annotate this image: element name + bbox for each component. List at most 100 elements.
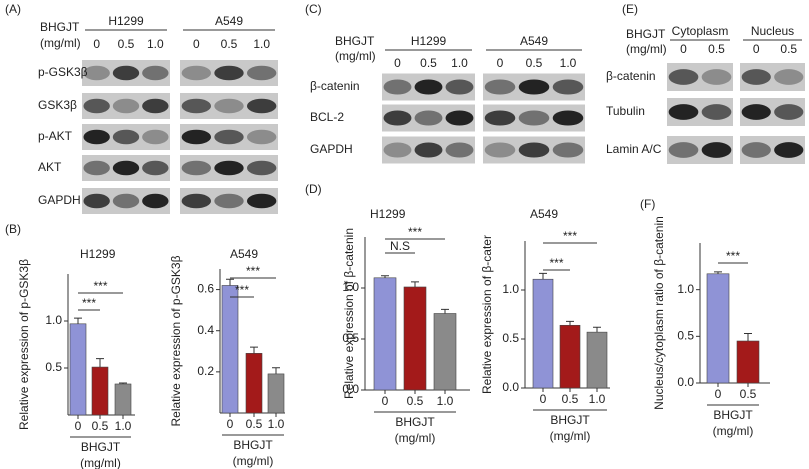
treatment-label: BHGJT xyxy=(626,27,666,41)
group-header: A549 xyxy=(520,34,548,48)
error-bar xyxy=(593,326,601,333)
significance-label: *** xyxy=(235,283,249,297)
blot-band xyxy=(552,110,584,126)
treatment-label: (mg/ml) xyxy=(626,42,667,56)
dose-label: 0.5 xyxy=(780,42,797,56)
error-bar xyxy=(226,278,234,286)
y-tick-label: 0.4 xyxy=(197,323,214,337)
blot-band xyxy=(701,69,732,85)
row-label: p-AKT xyxy=(38,129,73,143)
row-label: Tubulin xyxy=(606,104,645,118)
x-axis-label: BHGJT xyxy=(81,440,121,454)
x-tick-label: 0 xyxy=(715,387,722,401)
blot-band xyxy=(383,79,412,95)
row-label: p-GSK3β xyxy=(38,65,88,79)
dose-label: 0.5 xyxy=(420,56,437,70)
blot-band xyxy=(668,142,699,158)
y-axis-label: Relative expression of β-cater xyxy=(480,235,494,394)
dose-label: 0 xyxy=(93,37,100,51)
x-tick-label: 0 xyxy=(75,419,82,433)
x-axis-label: (mg/ml) xyxy=(395,431,436,445)
blot-band xyxy=(112,193,140,209)
row-label: β-catenin xyxy=(310,79,360,93)
treatment-label: (mg/ml) xyxy=(335,49,376,63)
blot-band xyxy=(112,129,140,145)
blot-band xyxy=(741,142,771,158)
blot-band xyxy=(112,160,140,176)
x-tick-label: 0 xyxy=(227,417,234,431)
blot-band xyxy=(668,104,699,120)
panel-label: (E) xyxy=(622,2,638,16)
error-bar xyxy=(441,308,449,314)
blot-band xyxy=(414,79,443,95)
y-tick-label: 1.0 xyxy=(677,282,694,296)
bar xyxy=(403,286,427,391)
panel-label: (F) xyxy=(640,197,655,211)
blot-band xyxy=(668,69,699,85)
dose-label: 0.5 xyxy=(118,37,135,51)
bar xyxy=(221,285,239,414)
bar xyxy=(245,353,263,414)
y-tick-label: 0.5 xyxy=(677,329,694,343)
blot-band xyxy=(142,98,169,114)
blot-band xyxy=(246,193,277,209)
error-bar xyxy=(272,367,280,374)
blot-band xyxy=(214,193,244,209)
x-axis-label: BHGJT xyxy=(550,413,590,427)
blot-band xyxy=(246,65,277,81)
blot-band xyxy=(445,142,474,158)
y-tick-label: 0.5 xyxy=(342,331,359,345)
blot-band xyxy=(181,160,212,176)
blot-band xyxy=(214,65,244,81)
blot-band xyxy=(83,129,110,145)
error-bar xyxy=(539,272,547,280)
panel-label: (A) xyxy=(5,2,21,16)
dose-label: 1.0 xyxy=(451,56,468,70)
error-bar xyxy=(714,271,722,274)
blot-band xyxy=(552,142,584,158)
x-tick-label: 0 xyxy=(382,394,389,408)
x-axis-label: (mg/ml) xyxy=(713,424,754,438)
x-tick-label: 0.5 xyxy=(246,417,263,431)
dose-label: 1.0 xyxy=(147,37,164,51)
blot-band xyxy=(83,65,110,81)
blot-band xyxy=(774,142,804,158)
x-tick-label: 0.5 xyxy=(740,387,757,401)
blot-band xyxy=(383,142,412,158)
row-label: BCL-2 xyxy=(310,110,344,124)
x-axis-label: (mg/ml) xyxy=(233,454,274,468)
blot-band xyxy=(414,142,443,158)
error-bar xyxy=(381,275,389,278)
blot-band xyxy=(484,110,516,126)
bar xyxy=(559,324,581,389)
blot-band xyxy=(142,65,169,81)
dose-label: 1.0 xyxy=(560,56,577,70)
row-label: AKT xyxy=(38,160,62,174)
significance-label: *** xyxy=(93,279,107,293)
bar xyxy=(91,366,109,416)
blot-band xyxy=(214,160,244,176)
x-tick-label: 1.0 xyxy=(268,417,285,431)
blot-band xyxy=(518,79,550,95)
bar xyxy=(373,277,397,391)
y-tick-label: 0.0 xyxy=(677,375,694,389)
panel-label: (B) xyxy=(5,222,21,236)
panel-label: (C) xyxy=(305,2,322,16)
bar xyxy=(736,340,760,384)
group-header: A549 xyxy=(215,14,243,28)
blot-band xyxy=(518,110,550,126)
treatment-label: BHGJT xyxy=(335,34,375,48)
error-bar xyxy=(96,358,104,368)
blot-band xyxy=(414,110,443,126)
x-tick-label: 1.0 xyxy=(115,419,132,433)
row-label: GAPDH xyxy=(310,142,353,156)
y-tick-label: 0.5 xyxy=(45,360,62,374)
blot-band xyxy=(484,79,516,95)
x-tick-label: 0.5 xyxy=(407,394,424,408)
x-axis-label: BHGJT xyxy=(233,438,273,452)
y-axis-label: Nucleus/cytoplasm ratio of β-catenin xyxy=(652,216,666,410)
row-label: β-catenin xyxy=(606,69,656,83)
error-bar xyxy=(119,382,127,384)
x-axis-label: (mg/ml) xyxy=(550,429,591,443)
error-bar xyxy=(411,281,419,287)
